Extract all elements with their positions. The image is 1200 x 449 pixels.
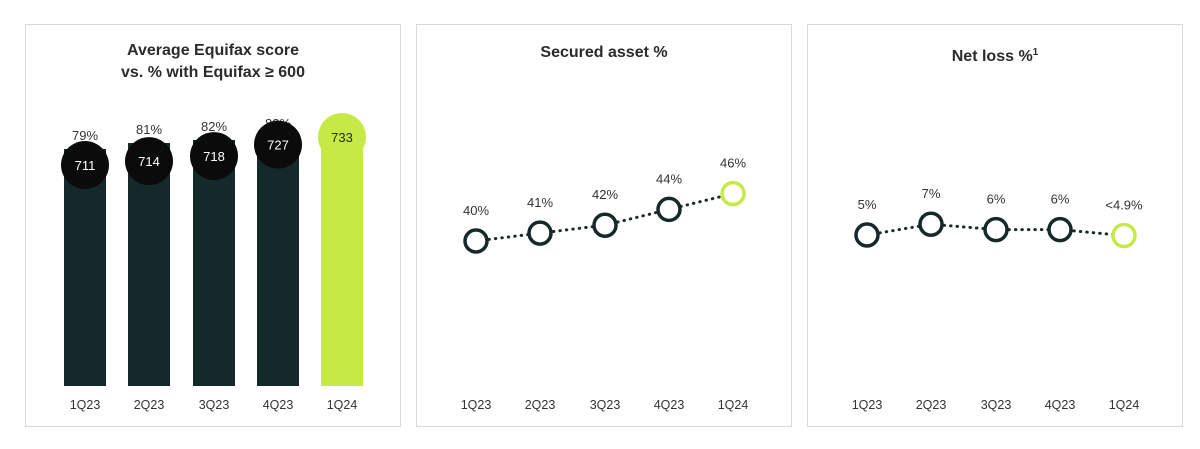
data-label: 6% <box>987 192 1006 207</box>
data-label: 41% <box>527 195 553 210</box>
chart-title-net-loss: Net loss %1 <box>808 42 1182 68</box>
line-chart-secured-asset: 40% 1Q23 41% 2Q23 42% 3Q23 44% 4Q23 46% 1Q24 <box>461 156 749 412</box>
score-bubble <box>190 132 238 181</box>
data-label: <4.9% <box>1105 198 1143 213</box>
x-tick-label: 4Q23 <box>654 398 685 412</box>
x-tick-label: 1Q24 <box>1109 398 1140 412</box>
data-label: 6% <box>1051 192 1070 207</box>
data-point <box>854 222 880 248</box>
panel-equifax-score: Average Equifax score vs. % with Equifax… <box>25 24 401 427</box>
data-label: 5% <box>858 197 877 212</box>
x-tick-label: 4Q23 <box>1045 398 1076 412</box>
data-point <box>983 216 1009 243</box>
chart-title-text: Secured asset % <box>540 44 668 61</box>
data-label: 44% <box>656 171 682 186</box>
chart-title-line1: Average Equifax score <box>127 42 299 59</box>
x-tick-label: 2Q23 <box>525 398 556 412</box>
bar <box>321 134 363 386</box>
x-tick-label: 1Q23 <box>852 398 883 412</box>
score-label: 714 <box>138 154 160 169</box>
data-label: 46% <box>720 156 746 171</box>
x-tick-label: 3Q23 <box>199 398 230 412</box>
x-tick-label: 1Q23 <box>70 398 101 412</box>
x-tick-label: 4Q23 <box>263 398 294 412</box>
data-point <box>918 211 944 237</box>
bar <box>193 140 235 386</box>
chart-title-line2: vs. % with Equifax ≥ 600 <box>121 64 305 81</box>
score-bubble <box>318 113 366 161</box>
panel-secured-asset: Secured asset % 40% 1Q23 41% 2Q23 42% 3Q23 44%… <box>416 24 792 427</box>
chart-title-equifax: Average Equifax score vs. % with Equifax… <box>26 40 400 84</box>
chart-title-text: Net loss % <box>951 48 1033 65</box>
score-bubble <box>254 120 302 169</box>
line-chart-net-loss: 5% 1Q23 7% 2Q23 6% 3Q23 6% 4Q23 <4.9% 1Q24 <box>852 186 1143 412</box>
score-label: 733 <box>331 130 353 145</box>
data-point <box>527 220 553 246</box>
data-label: 42% <box>592 187 618 202</box>
chart-title-secured-asset: Secured asset % <box>417 42 791 64</box>
bar-value-label: 81% <box>136 122 162 137</box>
x-tick-label: 1Q24 <box>718 398 749 412</box>
x-tick-label: 3Q23 <box>590 398 621 412</box>
bar-value-label: 82% <box>201 119 227 134</box>
data-point <box>463 228 489 254</box>
score-bubble <box>125 137 173 186</box>
bar-chart-equifax: 79%1Q2371181%2Q2371482%3Q2371883%4Q23727… <box>61 113 366 412</box>
x-tick-label: 1Q24 <box>327 398 358 412</box>
x-tick-label: 2Q23 <box>134 398 165 412</box>
x-tick-label: 2Q23 <box>916 398 947 412</box>
data-point <box>592 212 618 238</box>
bar-value-label: 79% <box>72 128 98 143</box>
x-tick-label: 1Q23 <box>461 398 492 412</box>
score-label: 727 <box>267 138 289 153</box>
data-point <box>1111 222 1137 249</box>
x-tick-label: 3Q23 <box>981 398 1012 412</box>
panel-net-loss: Net loss %1 5% 1Q23 7% 2Q23 6% 3Q23 6% 4Q23 <4.9… <box>807 24 1183 427</box>
score-label: 711 <box>75 158 96 173</box>
score-label: 718 <box>203 149 225 164</box>
footnote-marker: 1 <box>1032 47 1039 58</box>
data-label: 40% <box>463 203 489 218</box>
score-bubble <box>61 141 109 189</box>
data-point <box>1047 216 1073 243</box>
data-point <box>656 196 682 223</box>
data-point <box>720 180 746 207</box>
data-label: 7% <box>922 186 941 201</box>
bar <box>257 137 299 386</box>
